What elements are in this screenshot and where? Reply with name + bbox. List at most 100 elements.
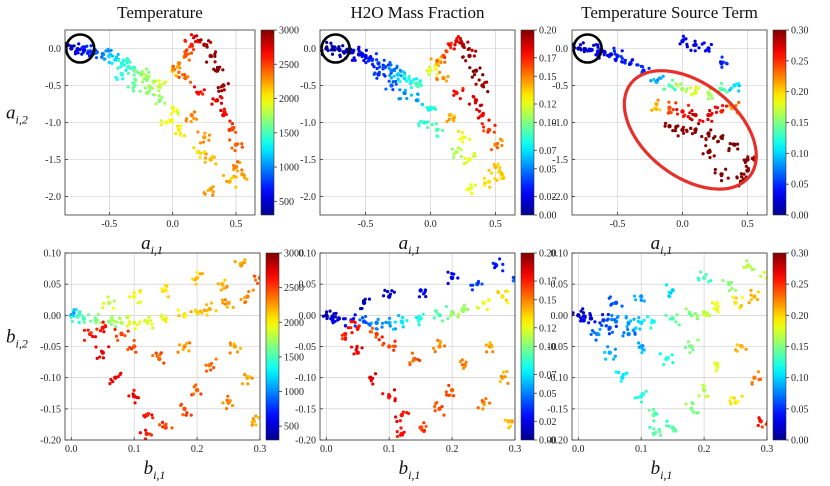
data-point [746,166,750,171]
data-point [185,48,189,53]
y-tick-label: -0.15 [295,404,316,415]
data-point [709,128,713,132]
data-point [486,90,490,94]
colorbar-tick-label: 2500 [284,283,304,294]
data-point [393,327,398,331]
data-point [336,316,342,321]
data-point [623,58,627,62]
data-point [117,58,121,62]
data-point [198,272,202,276]
data-point [211,190,215,194]
data-point [611,301,615,305]
data-point [82,338,87,342]
data-point [245,375,249,379]
data-point [196,150,200,154]
data-point [425,69,429,73]
y-tick-label: -0.15 [547,404,568,415]
data-point [125,324,129,328]
data-point [511,279,515,283]
data-point [222,88,226,92]
data-point [138,289,142,293]
data-point [230,146,234,150]
data-point [199,151,203,155]
data-point [131,392,135,396]
data-point [501,370,506,374]
data-point [160,313,164,317]
data-point [736,400,740,404]
data-point [329,41,333,45]
data-point [86,328,90,332]
data-point [657,427,661,431]
data-point [216,282,220,286]
data-point [641,344,645,348]
data-point [96,312,100,317]
data-point [133,79,137,83]
x-tick-label: 0.0 [320,444,333,455]
data-point [236,142,240,146]
data-point [399,74,403,78]
data-point [706,117,710,122]
data-point [357,49,361,53]
data-point [646,315,650,319]
colorbar-tick-label: 0.17 [539,277,557,288]
y-axis-label: bi,2 [6,327,28,351]
data-point [656,78,660,82]
data-point [492,130,496,134]
data-point [453,43,457,47]
x-tick-label: 0.0 [65,444,78,455]
x-tick-label: 0.1 [635,444,648,455]
data-point [140,69,144,74]
data-point [154,79,158,83]
data-point [458,137,462,141]
data-point [745,157,750,162]
data-point [710,96,714,100]
data-point [193,40,198,44]
data-point [698,118,702,122]
data-point [119,371,123,375]
data-point [693,88,698,92]
data-point [604,357,608,361]
data-point [602,50,607,55]
data-point [697,122,701,126]
data-point [487,118,491,122]
data-point [726,176,730,180]
data-point [434,67,438,71]
data-point [203,131,207,135]
data-point [93,335,98,339]
data-point [720,65,724,69]
data-point [189,33,194,37]
data-point [636,319,640,323]
data-point [401,321,405,325]
data-point [594,338,598,342]
data-point [155,354,159,358]
data-point [654,101,659,107]
colorbar-tick-label: 500 [284,422,299,433]
data-point [144,77,148,81]
data-point [661,74,665,78]
data-point [401,325,405,329]
data-point [101,301,106,305]
x-tick-label: 0.0 [572,444,585,455]
colorbar-tick-label: 0.20 [791,311,809,322]
data-point [392,388,397,392]
data-point [748,265,753,269]
data-point [240,382,244,386]
data-point [719,179,724,183]
data-point [436,338,440,342]
data-point [126,329,130,333]
data-point [109,48,113,53]
data-point [650,320,654,324]
data-point [686,114,690,119]
data-point [752,376,756,380]
data-point [436,127,440,132]
data-point [458,96,462,101]
data-point [80,46,84,50]
data-point [733,300,738,306]
data-point [94,321,98,325]
data-point [626,322,631,326]
y-axis-label: ai,2 [6,103,28,127]
data-point [463,135,467,140]
y-tick-label: -1.5 [300,155,316,166]
data-point [158,83,162,87]
data-point [224,112,228,117]
